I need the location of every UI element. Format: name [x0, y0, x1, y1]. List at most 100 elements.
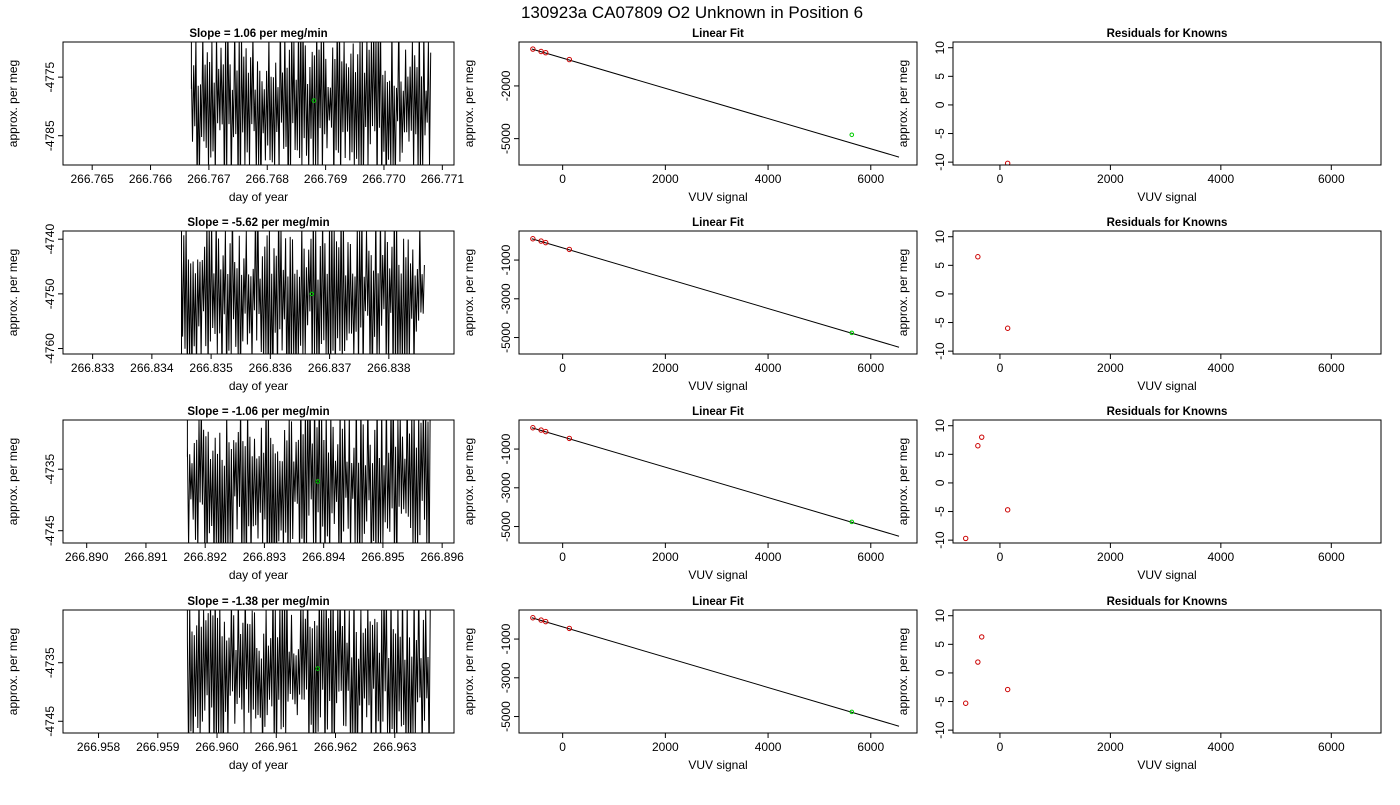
x-tick-label: 266.766	[129, 172, 173, 186]
panel-time-row4: Slope = -1.38 per meg/min 266.958 266.959 2…	[6, 596, 455, 772]
x-tick-label: 0	[997, 550, 1004, 564]
x-tick-label: 0	[997, 740, 1004, 754]
y-tick-label: -1000	[499, 433, 513, 464]
y-tick-label: -10	[933, 531, 947, 549]
panel-time-row3: Slope = -1.06 per meg/min 266.890 266.891 2…	[6, 406, 464, 582]
x-tick-label: 266.896	[420, 550, 464, 564]
x-tick-label: 266.838	[367, 361, 411, 375]
y-tick-label: 5	[933, 262, 947, 269]
x-axis-label: VUV signal	[1137, 379, 1196, 393]
x-axis-label: VUV signal	[688, 568, 747, 582]
known-point	[538, 238, 544, 244]
x-tick-label: 0	[559, 550, 566, 564]
x-tick-label: 266.894	[302, 550, 346, 564]
x-tick-label: 4000	[1207, 361, 1234, 375]
y-tick-label: 0	[933, 101, 947, 108]
signal-trace-line	[190, 42, 432, 165]
y-tick-label: -4735	[43, 647, 57, 678]
unknown-point	[849, 132, 855, 138]
fit-line	[531, 48, 900, 158]
y-tick-label: 0	[933, 290, 947, 297]
residual-point	[979, 434, 985, 440]
chart-title: Linear Fit	[692, 28, 744, 40]
x-tick-label: 2000	[652, 361, 679, 375]
x-tick-label: 266.768	[246, 172, 290, 186]
chart-title: Linear Fit	[692, 217, 744, 229]
residual-point	[1004, 160, 1011, 165]
known-point	[530, 46, 536, 52]
x-tick-label: 266.765	[70, 172, 114, 186]
plot-frame	[62, 609, 455, 734]
panel-resid-row3: Residuals for Knowns 0 2000 4000 6000 -10 -5 0 5…	[896, 406, 1382, 582]
y-tick-label: -10	[933, 721, 947, 739]
known-point	[538, 48, 544, 55]
panel-resid-row2: Residuals for Knowns 0 2000 4000 6000 -10 -5 0 5…	[896, 217, 1382, 393]
chart-title: Slope = 1.06 per meg/min	[189, 28, 327, 40]
y-tick-label: -5000	[499, 701, 513, 732]
unknown-point	[849, 709, 855, 715]
x-tick-label: 0	[559, 172, 566, 186]
x-tick-label: 4000	[755, 361, 782, 375]
residual-point	[975, 659, 981, 665]
y-tick-label: -10	[933, 342, 947, 360]
x-tick-label: 266.962	[314, 740, 358, 754]
plot-frame	[518, 41, 918, 166]
x-tick-label: 4000	[755, 172, 782, 186]
unknown-point	[849, 330, 855, 336]
x-tick-label: 2000	[1097, 172, 1124, 186]
plot-frame	[62, 41, 455, 166]
chart-title: Slope = -1.38 per meg/min	[187, 596, 329, 608]
y-tick-label: -4745	[43, 706, 57, 737]
x-tick-label: 266.890	[65, 550, 109, 564]
y-axis-label: approx. per meg	[462, 438, 476, 525]
x-tick-label: 6000	[1318, 550, 1345, 564]
panel-grid: Slope = 1.06 per meg/min 266.765 266.766 26…	[6, 28, 1382, 772]
x-tick-label: 266.963	[373, 740, 417, 754]
y-axis-label: approx. per meg	[896, 60, 910, 147]
y-tick-label: -4775	[43, 61, 57, 92]
y-tick-label: -1000	[499, 623, 513, 654]
plot-area	[963, 634, 1011, 706]
y-tick-label: 5	[933, 451, 947, 458]
x-tick-label: 266.837	[308, 361, 352, 375]
plot-area	[530, 46, 900, 158]
y-tick-label: -5	[933, 128, 947, 139]
known-point	[530, 236, 536, 242]
known-point	[538, 427, 544, 433]
y-tick-label: -4750	[43, 278, 57, 309]
panel-fit-row3: Linear Fit 0 2000 4000 6000 -5000 -3000 -1000 VU…	[462, 406, 918, 582]
x-tick-label: 6000	[1318, 172, 1345, 186]
x-tick-label: 266.836	[249, 361, 293, 375]
x-tick-label: 4000	[1207, 172, 1234, 186]
plot-frame	[62, 419, 455, 544]
x-axis-label: VUV signal	[1137, 568, 1196, 582]
plot-area	[975, 254, 1011, 331]
y-tick-label: -4785	[43, 120, 57, 151]
y-tick-label: 0	[933, 669, 947, 676]
y-tick-label: 10	[933, 230, 947, 244]
x-tick-label: 2000	[652, 550, 679, 564]
y-tick-label: -4745	[43, 515, 57, 546]
x-axis-label: day of year	[229, 190, 288, 204]
panel-resid-row4: Residuals for Knowns 0 2000 4000 6000 -10 -5 0 5…	[896, 596, 1382, 772]
x-axis-label: VUV signal	[688, 190, 747, 204]
x-tick-label: 6000	[857, 172, 884, 186]
panel-time-row1: Slope = 1.06 per meg/min 266.765 266.766 26…	[6, 28, 464, 204]
chart-title: Residuals for Knowns	[1107, 596, 1228, 608]
y-tick-label: -5	[933, 506, 947, 517]
x-tick-label: 266.893	[243, 550, 287, 564]
known-point	[530, 425, 536, 431]
x-tick-label: 0	[997, 361, 1004, 375]
page-title: 130923a CA07809 O2 Unknown in Position 6	[521, 3, 863, 22]
plot-frame	[952, 609, 1382, 734]
plot-area	[1004, 160, 1011, 165]
y-tick-label: 10	[933, 419, 947, 433]
y-axis-label: approx. per meg	[6, 438, 20, 525]
plot-area	[190, 42, 432, 165]
y-tick-label: 5	[933, 73, 947, 80]
known-point	[566, 246, 573, 253]
x-axis-label: VUV signal	[688, 758, 747, 772]
panel-fit-row2: Linear Fit 0 2000 4000 6000 -5000 -3000 -1000 VU…	[462, 217, 918, 393]
